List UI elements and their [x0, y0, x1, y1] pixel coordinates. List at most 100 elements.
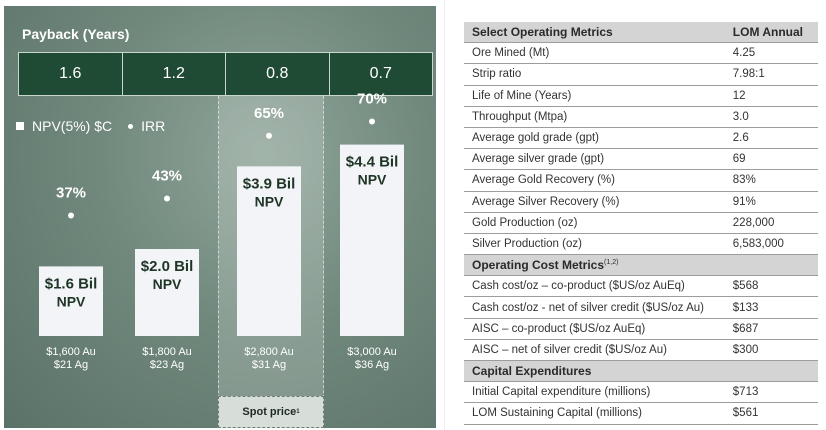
metric-label: Average silver grade (gpt): [464, 148, 725, 171]
spot-price-footnote: 1: [296, 409, 300, 415]
x-tick-label: $2,800 Au: [244, 346, 294, 358]
npv-bar-label: $3.9 Bil: [243, 175, 296, 192]
metric-label: Cash cost/oz - net of silver credit ($US…: [464, 296, 725, 319]
irr-point: [68, 212, 74, 219]
metric-value: 3.0: [724, 106, 818, 128]
x-tick-label: $3,000 Au: [347, 346, 397, 358]
metrics-table: Select Operating Metrics LOM Annual Ore Mi…: [464, 22, 818, 425]
metrics-table-body: Select Operating Metrics LOM Annual Ore Mi…: [464, 22, 818, 425]
metric-value: 7.98:1: [724, 63, 818, 86]
metric-label: Ore Mined (Mt): [464, 42, 725, 65]
metric-value: 12: [724, 85, 818, 107]
irr-point: [369, 118, 375, 125]
irr-label: 70%: [357, 91, 387, 108]
metric-label: Average gold grade (gpt): [464, 127, 725, 150]
metric-label: Cash cost/oz – co-product ($US/oz AuEq): [464, 275, 725, 298]
panel-divider: [444, 0, 445, 430]
table-row: Strip ratio 7.98:1: [464, 63, 818, 86]
metric-value: $687: [724, 318, 818, 340]
table-row: LOM Sustaining Capital (millions) $561: [464, 402, 818, 425]
payback-cell-3: 0.8: [226, 53, 330, 95]
x-tick-label: $21 Ag: [54, 359, 88, 371]
table-row: AISC – co-product ($US/oz AuEq) $687: [464, 318, 818, 340]
irr-label: 65%: [254, 105, 284, 122]
npv-bar: [340, 144, 404, 336]
table-row: Average Silver Recovery (%) 91%: [464, 191, 818, 213]
metric-value: $300: [724, 339, 818, 362]
table-row: Life of Mine (Years) 12: [464, 85, 818, 107]
table-row: Cash cost/oz – co-product ($US/oz AuEq) $…: [464, 275, 818, 298]
table-section-header: Select Operating Metrics LOM Annual: [464, 22, 818, 44]
metric-label: Throughput (Mtpa): [464, 106, 725, 128]
metric-value: $133: [724, 296, 818, 319]
section-column-header: [724, 254, 818, 277]
metric-value: $568: [724, 275, 818, 298]
section-column-header: [724, 360, 818, 383]
table-row: Throughput (Mtpa) 3.0: [464, 106, 818, 128]
payback-row: 1.6 1.2 0.8 0.7: [18, 52, 433, 96]
x-tick-label: $1,800 Au: [142, 346, 192, 358]
npv-bar-label: $1.6 Bil: [45, 275, 98, 292]
npv-legend-swatch: [16, 122, 24, 130]
metric-value: 69: [724, 148, 818, 171]
table-row: AISC – net of silver credit ($US/oz Au) $…: [464, 339, 818, 362]
table-row: Initial Capital expenditure (millions) $7…: [464, 381, 818, 404]
irr-label: 37%: [56, 185, 86, 202]
payback-title: Payback (Years): [22, 26, 130, 42]
payback-cell-4: 0.7: [329, 53, 432, 95]
table-row: Average gold grade (gpt) 2.6: [464, 127, 818, 150]
npv-bar-sublabel: NPV: [57, 293, 86, 309]
metric-label: Average Silver Recovery (%): [464, 191, 725, 213]
x-tick-label: $23 Ag: [150, 359, 184, 371]
irr-label: 43%: [152, 167, 182, 184]
table-row: Gold Production (oz) 228,000: [464, 212, 818, 234]
x-tick-label: $1,600 Au: [46, 346, 96, 358]
npv-bar-sublabel: NPV: [255, 193, 284, 209]
payback-cell-1: 1.6: [19, 53, 123, 95]
metric-label: Silver Production (oz): [464, 233, 725, 256]
metric-value: 83%: [724, 169, 818, 192]
npv-bar-label: $4.4 Bil: [346, 154, 399, 171]
npv-legend-label: NPV(5%) $C: [32, 118, 113, 134]
irr-legend-dot: [128, 123, 134, 129]
chart-legend: NPV(5%) $C IRR: [16, 118, 165, 134]
irr-legend-label: IRR: [141, 118, 166, 134]
metric-label: Gold Production (oz): [464, 212, 725, 234]
spot-price-box: Spot price 1: [218, 396, 324, 428]
table-section-header: Capital Expenditures: [464, 360, 818, 383]
npv-bar-sublabel: NPV: [358, 172, 387, 188]
npv-bar-sublabel: NPV: [153, 276, 182, 292]
x-tick-label: $36 Ag: [355, 359, 389, 371]
metric-value: $713: [724, 381, 818, 404]
section-title: Capital Expenditures: [464, 360, 725, 383]
section-footnote: (1,2): [604, 259, 619, 267]
metric-label: Strip ratio: [464, 63, 725, 86]
irr-point: [266, 132, 272, 139]
table-row: Average Gold Recovery (%) 83%: [464, 169, 818, 192]
metric-label: AISC – co-product ($US/oz AuEq): [464, 318, 725, 340]
table-section-header: Operating Cost Metrics(1,2): [464, 254, 818, 277]
section-column-header: LOM Annual: [724, 22, 818, 44]
npv-bar: [135, 249, 199, 336]
metric-label: AISC – net of silver credit ($US/oz Au): [464, 339, 725, 362]
npv-bar-label: $2.0 Bil: [141, 258, 194, 275]
npv-irr-chart: Payback (Years) 1.6 1.2 0.8 0.7 NPV(5%) …: [4, 6, 436, 428]
spot-price-label: Spot price: [242, 406, 297, 418]
metric-label: LOM Sustaining Capital (millions): [464, 402, 725, 425]
metric-value: 4.25: [724, 42, 818, 65]
section-title: Select Operating Metrics: [464, 22, 725, 44]
section-title: Operating Cost Metrics(1,2): [464, 254, 725, 277]
metric-value: $561: [724, 402, 818, 425]
table-row: Cash cost/oz - net of silver credit ($US…: [464, 296, 818, 319]
npv-bar: [39, 266, 103, 336]
metric-value: 6,583,000: [724, 233, 818, 256]
metric-label: Initial Capital expenditure (millions): [464, 381, 725, 404]
metric-label: Average Gold Recovery (%): [464, 169, 725, 192]
npv-bar: [237, 166, 301, 336]
irr-point: [164, 195, 170, 202]
metric-value: 91%: [724, 191, 818, 213]
metric-label: Life of Mine (Years): [464, 85, 725, 107]
table-row: Average silver grade (gpt) 69: [464, 148, 818, 171]
x-tick-label: $31 Ag: [252, 359, 286, 371]
